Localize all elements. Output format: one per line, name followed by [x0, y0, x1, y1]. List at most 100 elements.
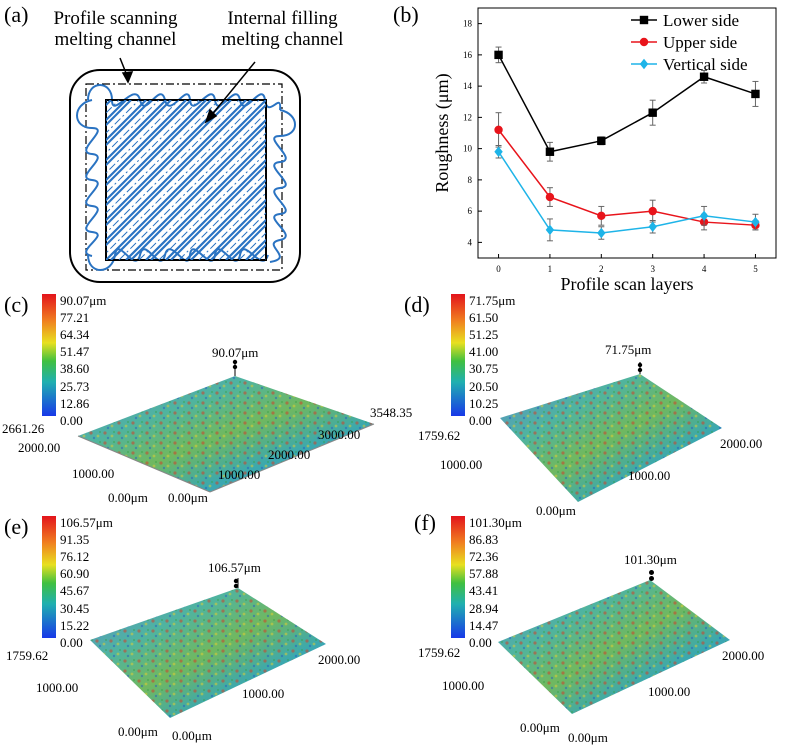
origin-e-left: 0.00μm [118, 724, 158, 739]
legend-marker [639, 58, 649, 70]
panel-b-label: (b) [393, 2, 419, 27]
hatch-dashdot-line [106, 100, 200, 194]
colorbar-e [42, 516, 56, 638]
hatch-line [245, 238, 266, 260]
hatch-line [106, 100, 252, 247]
colorbar-tick-label: 64.34 [60, 327, 90, 343]
y-tick-label: 12 [463, 112, 472, 122]
surface-c-axis-left [77, 435, 211, 493]
colorbar-tick-label: 41.00 [469, 344, 499, 360]
origin-c-right: 0.00μm [168, 490, 208, 505]
series-layer [494, 46, 760, 242]
series-line-lower-side [497, 54, 756, 153]
colorbar-tick-label: 60.90 [60, 566, 90, 582]
colorbar-tick-label: 10.25 [469, 395, 499, 411]
colorbar-tick-label: 77.21 [60, 310, 90, 326]
y-axis-ticks: 4 6 8 10 12 14 16 18 [463, 19, 482, 247]
axis-d-right-mid: 1000.00 [628, 468, 671, 483]
data-point-upper-side [545, 192, 555, 202]
colorbar-tick-label: 91.35 [60, 532, 90, 548]
axis-f-right-top: 2000.00 [722, 648, 765, 663]
data-point-vertical-side [597, 227, 606, 239]
hatch-line [210, 203, 266, 260]
hatch-dashdot-line [258, 252, 266, 260]
surface-c-peak-marker [232, 359, 238, 365]
surface-e-peak-marker [233, 578, 239, 584]
colorbar-tick-label: 0.00 [60, 634, 83, 650]
axis-c-right-mid2: 2000.00 [268, 447, 311, 462]
outer-boundary [69, 69, 301, 283]
colorbar-tick-label: 30.45 [60, 600, 90, 616]
colorbar-tick-label: 12.86 [60, 395, 90, 411]
surface-e [90, 578, 326, 718]
x-axis-ticks: 0 1 2 3 4 5 [496, 254, 758, 274]
legend-marker [639, 15, 649, 25]
hatch-line [125, 118, 266, 260]
hatch-line [106, 100, 172, 167]
colorbar-f [451, 516, 465, 638]
hatch-line [185, 178, 266, 260]
hatch-dashdot-line [158, 152, 266, 260]
colorbar-tick-label: 30.75 [469, 361, 499, 377]
profile-scanning-annotation: Profile scanning melting channel [38, 8, 193, 50]
series-lower-side [494, 46, 760, 162]
peak-e: 106.57μm [208, 560, 261, 575]
hatch-dashdot-line [198, 192, 266, 260]
surface-f-peak-marker [649, 570, 654, 575]
data-point-vertical-side [494, 146, 503, 157]
hatch-dashdot-line [118, 112, 266, 260]
y-tick-label: 4 [468, 237, 473, 247]
colorbar-tick-label: 61.50 [469, 310, 499, 326]
data-point-lower-side [699, 72, 709, 81]
hatch-line [225, 218, 266, 260]
hatch-line [106, 100, 207, 202]
axis-e-right-top: 2000.00 [318, 652, 361, 667]
scan-path-diagram [69, 57, 390, 283]
hatch-line [170, 163, 266, 260]
x-tick-label: 1 [548, 264, 553, 274]
series-vertical-side [494, 145, 760, 242]
colorbar-tick-label: 76.12 [60, 549, 90, 565]
panel-e-label: (e) [4, 514, 29, 539]
annotation-left-line1: Profile scanning [53, 8, 178, 29]
legend: Lower side Upper side Vertical side [631, 11, 748, 74]
data-point-vertical-side [545, 224, 555, 236]
origin-e-right: 0.00μm [172, 728, 212, 743]
surface-f-texture [498, 580, 730, 714]
hatch-line [110, 103, 266, 260]
hatch-line [205, 198, 266, 260]
axis-d-right-top: 2000.00 [720, 436, 763, 451]
hatch-line [106, 100, 247, 242]
axis-d-left-top: 1759.62 [418, 428, 461, 443]
x-tick-label: 0 [496, 264, 501, 274]
surface-d [500, 362, 722, 502]
peak-f: 101.30μm [624, 552, 677, 567]
hatch-line [271, 100, 390, 260]
axis-c-left-top: 2661.26 [2, 421, 45, 436]
colorbar-tick-label: 14.47 [469, 617, 499, 633]
hatch-dashdot-line [138, 132, 266, 260]
hatch-line [190, 183, 266, 260]
colorbar-d [451, 294, 465, 416]
hatch-dashdot-line [238, 232, 266, 260]
data-point-upper-side [597, 211, 606, 221]
hatch-dashdot-line [178, 172, 266, 260]
x-tick-label: 4 [702, 264, 707, 274]
y-tick-label: 18 [463, 19, 473, 29]
hatch-line [106, 100, 152, 147]
data-point-lower-side [597, 136, 606, 146]
origin-f-right: 0.00μm [568, 730, 608, 745]
hatch-line [145, 138, 266, 260]
axis-c-right: 3548.35 [370, 405, 413, 420]
panel-f-label: (f) [414, 510, 436, 535]
colorbar-tick-label: 25.73 [60, 378, 90, 394]
axis-e-left-mid: 1000.00 [36, 680, 79, 695]
colorbar-c [42, 294, 56, 416]
axis-f-right-mid: 1000.00 [648, 684, 691, 699]
hatch-line [130, 123, 266, 260]
surface-c [77, 359, 375, 493]
data-point-lower-side [648, 108, 657, 117]
axis-e-right-mid: 1000.00 [242, 686, 285, 701]
colorbar-tick-label: 0.00 [469, 412, 492, 428]
surface-d-texture [500, 374, 722, 502]
